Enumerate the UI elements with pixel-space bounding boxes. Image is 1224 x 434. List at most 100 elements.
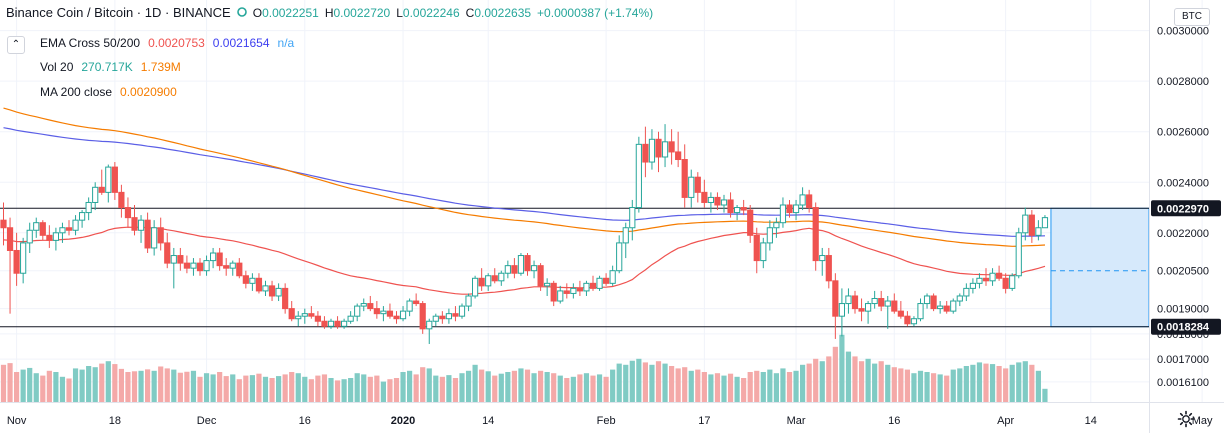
volume-bar	[950, 369, 956, 402]
volume-bar	[721, 375, 727, 402]
volume-bar	[223, 376, 229, 402]
candle	[570, 283, 577, 299]
candle-body	[118, 191, 125, 209]
candle-body	[334, 320, 341, 327]
candle-body	[52, 232, 59, 241]
volume-bar	[826, 356, 832, 402]
symbol-header: Binance Coin / Bitcoin · 1D · BINANCE O …	[6, 6, 653, 20]
candle-body	[661, 141, 669, 158]
candle	[786, 199, 793, 218]
candle	[288, 301, 295, 322]
candle-body	[85, 201, 92, 214]
price-badge-text: 0.0018284	[1157, 322, 1210, 334]
candle-body	[897, 310, 904, 317]
candle-body	[701, 191, 708, 203]
candle	[982, 268, 990, 286]
legend-collapse-button[interactable]: ⌃	[7, 36, 25, 54]
symbol-name[interactable]: Binance Coin / Bitcoin	[6, 5, 134, 20]
candle-body	[891, 300, 898, 312]
volume-bar	[885, 364, 891, 402]
volume-bar	[505, 372, 511, 402]
candle-body	[1035, 227, 1042, 236]
volume-bar	[983, 363, 989, 402]
candle	[20, 237, 27, 284]
volume-bar	[852, 356, 858, 402]
ma-value: 0.0020900	[120, 85, 177, 99]
candle-body	[151, 227, 158, 249]
open-label: O	[252, 6, 263, 20]
volume-legend[interactable]: Vol 20 270.717K 1.739M	[40, 61, 181, 73]
currency-badge[interactable]: BTC	[1174, 8, 1210, 26]
candle-body	[629, 207, 636, 229]
candle	[550, 280, 557, 307]
candle-body	[203, 260, 210, 272]
volume-bar	[773, 373, 779, 402]
volume-bar	[944, 375, 950, 402]
candle	[766, 220, 773, 251]
low-label: L	[396, 6, 403, 20]
candle	[79, 210, 86, 228]
candle-body	[0, 219, 7, 229]
candle-body	[681, 159, 688, 198]
volume-bar	[72, 368, 79, 402]
status-dot	[231, 6, 253, 20]
volume-bar	[420, 367, 426, 402]
candle-body	[878, 298, 885, 307]
volume-bar	[865, 358, 871, 402]
volume-bar	[439, 376, 445, 402]
candle-body	[295, 315, 302, 320]
candle	[491, 268, 498, 284]
candle-body	[445, 313, 452, 320]
settings-button[interactable]	[1176, 409, 1196, 429]
candle	[282, 283, 289, 314]
candle	[164, 232, 171, 269]
candle-body	[308, 313, 315, 317]
volume-bar	[184, 371, 190, 402]
volume-bar	[269, 378, 275, 402]
volume-bar	[872, 363, 878, 402]
candle	[701, 179, 708, 208]
volume-bar	[361, 374, 367, 402]
candle-body	[406, 300, 413, 312]
volume-bar	[1035, 370, 1041, 402]
volume-bar	[976, 362, 983, 402]
candle	[1035, 220, 1042, 241]
candle	[760, 237, 767, 269]
ma-legend[interactable]: MA 200 close 0.0020900	[40, 86, 177, 98]
candle	[589, 275, 597, 291]
candle	[72, 215, 79, 236]
candle	[714, 192, 721, 211]
ema-cross-legend[interactable]: EMA Cross 50/200 0.0020753 0.0021654 n/a	[40, 37, 294, 49]
volume-bar	[924, 372, 930, 402]
candle	[157, 217, 164, 251]
candle	[537, 263, 544, 291]
candle	[943, 301, 950, 314]
volume-bar	[125, 372, 131, 402]
candle-body	[439, 315, 446, 320]
candle	[603, 273, 610, 286]
candle	[216, 247, 223, 271]
candle	[347, 311, 354, 324]
volume-bar	[911, 373, 917, 402]
candle	[727, 192, 734, 218]
candle-body	[354, 305, 361, 317]
gear-icon	[1177, 410, 1195, 428]
candle	[301, 308, 308, 324]
candle-body	[190, 262, 197, 269]
price-tick-label: 0.0022000	[1157, 228, 1209, 240]
volume-bar	[813, 358, 819, 402]
candle	[884, 295, 891, 329]
time-tick-label: Apr	[997, 415, 1014, 427]
candle	[432, 313, 439, 327]
candle-body	[511, 265, 518, 274]
candle-body	[819, 255, 826, 262]
candle-body	[603, 277, 610, 284]
candle	[694, 172, 701, 203]
candle	[871, 290, 878, 309]
candle-body	[557, 290, 564, 302]
price-range-box[interactable]	[1050, 207, 1150, 328]
volume-bar	[210, 374, 216, 402]
interval[interactable]: 1D	[144, 5, 162, 20]
volume-bar	[544, 372, 550, 402]
